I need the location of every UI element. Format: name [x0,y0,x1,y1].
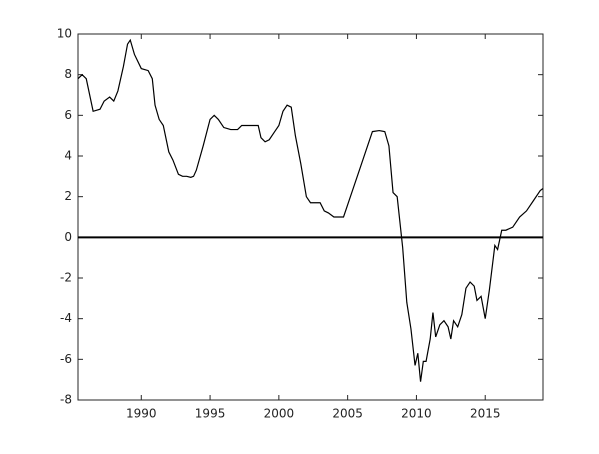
y-tick-label: 2 [64,189,72,203]
data-line [77,38,544,382]
y-tick-label: 8 [64,67,72,81]
y-tick-label: 6 [64,108,72,122]
y-tick-label: -8 [60,393,72,407]
y-tick-label: -2 [60,271,72,285]
x-tick-label: 1990 [126,407,157,421]
x-tick-label: 2000 [264,407,295,421]
y-tick-label: 0 [64,230,72,244]
x-tick-label: 1995 [195,407,226,421]
y-tick-label: -4 [60,311,72,325]
x-tick-label: 2005 [332,407,363,421]
y-tick-label: 10 [57,27,72,41]
y-tick-label: 4 [64,149,72,163]
plot-area [77,33,544,401]
x-tick-label: 2015 [470,407,501,421]
x-tick-label: 2010 [401,407,432,421]
y-tick-label: -6 [60,352,72,366]
